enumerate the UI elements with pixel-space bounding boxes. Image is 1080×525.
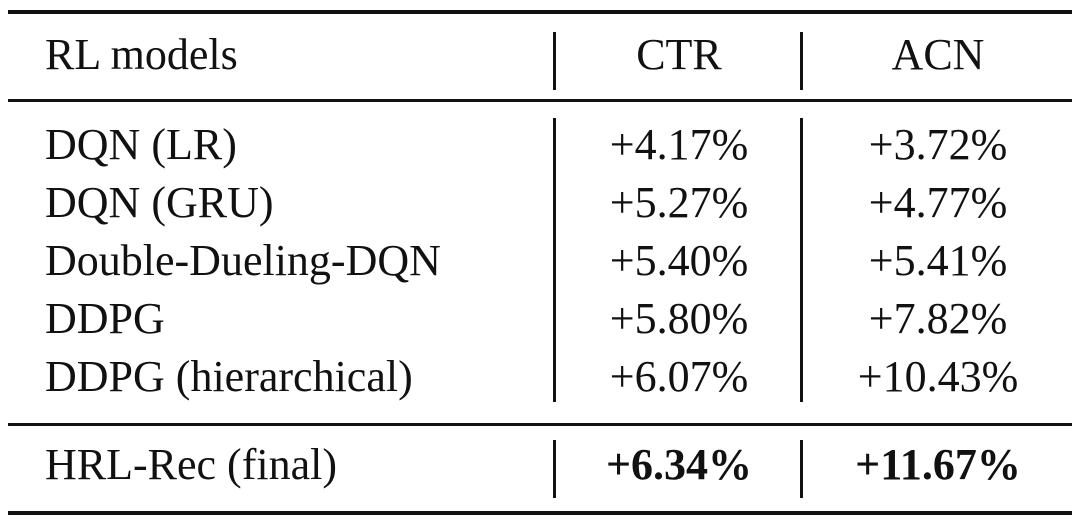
metric-value: +4.77%	[868, 178, 1008, 227]
column-divider	[800, 118, 803, 402]
header-cell: CTR	[636, 30, 722, 79]
metric-value: +5.40%	[609, 236, 749, 285]
bottom-rule	[8, 511, 1072, 515]
column-divider	[800, 32, 803, 90]
model-name: Double-Dueling-DQN	[45, 236, 441, 285]
metric-value: +4.17%	[609, 120, 749, 169]
top-rule	[8, 10, 1072, 14]
column-divider	[553, 118, 556, 402]
metric-value: +3.72%	[868, 120, 1008, 169]
metric-value: +5.80%	[609, 294, 749, 343]
model-name: DDPG	[45, 294, 165, 343]
column-divider	[553, 32, 556, 90]
metric-value: +10.43%	[857, 352, 1019, 401]
model-name: DQN (GRU)	[45, 178, 274, 227]
header-cell: ACN	[891, 30, 985, 79]
metric-value: +7.82%	[868, 294, 1008, 343]
column-divider	[800, 440, 803, 498]
metric-value: +5.41%	[868, 236, 1008, 285]
metric-value: +6.34%	[605, 440, 753, 489]
model-name: HRL-Rec (final)	[45, 440, 337, 489]
metric-value: +6.07%	[609, 352, 749, 401]
metric-value: +5.27%	[609, 178, 749, 227]
metric-value: +11.67%	[855, 440, 1021, 489]
model-name: DQN (LR)	[45, 120, 237, 169]
header-cell: RL models	[45, 30, 238, 79]
final-rule	[8, 423, 1072, 426]
column-divider	[553, 440, 556, 498]
header-rule	[8, 99, 1072, 102]
model-name: DDPG (hierarchical)	[45, 352, 413, 401]
